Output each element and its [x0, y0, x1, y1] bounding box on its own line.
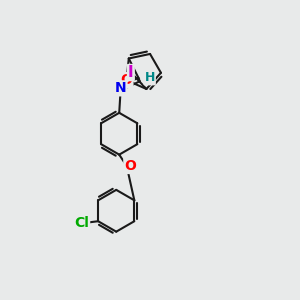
Text: Cl: Cl	[74, 216, 89, 230]
Text: H: H	[145, 71, 155, 84]
Text: N: N	[115, 81, 127, 95]
Text: I: I	[128, 65, 134, 80]
Text: O: O	[121, 73, 132, 87]
Text: O: O	[124, 159, 136, 173]
